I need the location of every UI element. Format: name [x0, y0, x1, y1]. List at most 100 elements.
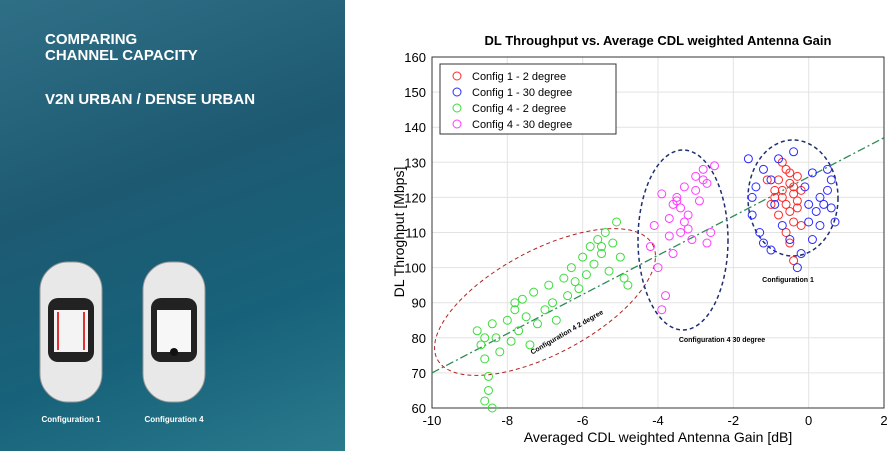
point	[679, 217, 689, 227]
point	[691, 185, 701, 195]
x-tick-label: -6	[577, 413, 589, 428]
point	[792, 263, 802, 273]
point	[796, 220, 806, 230]
point	[789, 147, 799, 157]
car-illustrations	[39, 261, 206, 403]
point	[480, 354, 490, 364]
legend-label: Config 1 - 30 degree	[472, 87, 572, 99]
point	[619, 273, 629, 283]
point	[747, 210, 757, 220]
point	[747, 192, 757, 202]
config-label: Configuration 4	[144, 415, 204, 424]
point	[480, 396, 490, 406]
point	[672, 196, 682, 206]
point	[657, 189, 667, 199]
point	[815, 192, 825, 202]
point	[600, 228, 610, 237]
x-tick-label: -10	[423, 413, 442, 428]
y-tick-label: 90	[412, 296, 426, 311]
point	[706, 228, 716, 237]
point	[755, 228, 765, 237]
point	[777, 220, 787, 230]
y-tick-label: 100	[404, 261, 426, 276]
point	[566, 263, 576, 273]
point	[676, 203, 686, 213]
x-tick-label: -4	[652, 413, 664, 428]
point	[792, 196, 802, 206]
chart-title: DL Throughput vs. Average CDL weighted A…	[485, 33, 832, 48]
point	[785, 235, 795, 245]
point	[615, 252, 625, 262]
point	[785, 238, 795, 248]
point	[789, 256, 799, 266]
point	[559, 273, 569, 283]
legend-marker	[452, 103, 462, 113]
y-axis-label: DL Throghput [Mbps]	[391, 167, 407, 298]
point	[589, 259, 599, 269]
point	[563, 291, 573, 301]
point	[480, 333, 490, 343]
point	[758, 238, 768, 248]
point	[664, 213, 674, 223]
legend-label: Config 1 - 2 degree	[472, 71, 566, 83]
point	[743, 154, 753, 164]
point	[574, 284, 584, 294]
point	[789, 189, 799, 199]
point	[623, 280, 633, 290]
point	[766, 175, 776, 185]
point	[804, 199, 814, 209]
point	[529, 287, 539, 297]
point	[804, 217, 814, 227]
point	[781, 199, 791, 209]
point	[807, 168, 817, 178]
point	[664, 231, 674, 241]
point	[502, 315, 512, 325]
point	[491, 333, 501, 343]
point	[800, 182, 810, 192]
point	[540, 305, 550, 315]
point	[774, 210, 784, 220]
annotation: Configuration 1	[762, 277, 814, 284]
point	[751, 182, 761, 192]
x-tick-label: -8	[502, 413, 514, 428]
x-tick-label: -2	[728, 413, 740, 428]
point	[548, 298, 558, 308]
cluster-outline	[637, 149, 729, 331]
point	[710, 161, 719, 171]
point	[770, 199, 780, 209]
point	[811, 206, 821, 216]
point	[578, 252, 588, 262]
config-label: Configuration 1	[41, 415, 101, 424]
y-tick-label: 110	[405, 226, 426, 241]
point	[785, 206, 795, 216]
point	[679, 182, 689, 192]
point	[517, 294, 527, 304]
point	[781, 228, 791, 237]
point	[792, 171, 802, 181]
legend-label: Config 4 - 30 degree	[472, 119, 572, 131]
point	[792, 203, 802, 213]
point	[495, 347, 505, 357]
point	[593, 235, 603, 245]
point	[789, 182, 799, 192]
point	[653, 263, 663, 273]
point	[668, 249, 678, 259]
point	[691, 171, 701, 181]
point	[645, 242, 655, 252]
point	[698, 175, 708, 185]
point	[657, 305, 667, 315]
point	[472, 326, 482, 336]
annotation: Configuration 4 30 degree	[679, 337, 765, 344]
point	[597, 242, 606, 252]
legend-label: Config 4 - 2 degree	[472, 103, 566, 115]
trend-line	[431, 137, 885, 374]
y-tick-label: 70	[412, 366, 426, 381]
point	[770, 192, 780, 202]
cluster-outline	[434, 228, 656, 376]
point	[758, 164, 768, 174]
point	[661, 291, 671, 301]
point	[608, 238, 618, 248]
y-tick-label: 130	[404, 155, 426, 170]
y-tick-label: 160	[404, 50, 426, 65]
